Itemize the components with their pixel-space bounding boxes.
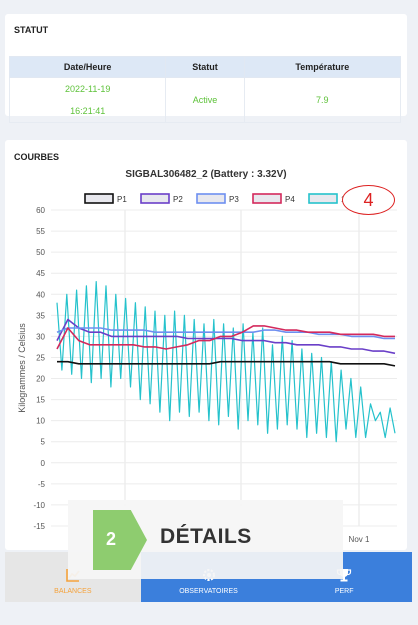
- statut-title: STATUT: [14, 25, 49, 35]
- annotation-badge: 4: [342, 185, 395, 215]
- step-number: 2: [106, 529, 117, 549]
- legend-swatch-p1: [84, 193, 114, 204]
- details-label: DÉTAILS: [160, 525, 252, 548]
- legend-label-p2: P2: [173, 195, 183, 204]
- y-tick-label: 15: [36, 396, 45, 405]
- cell-datetime: 2022-11-19 16:21:41: [8, 77, 167, 123]
- cell-date: 2022-11-19: [65, 84, 111, 94]
- y-tick-label: 40: [36, 290, 45, 299]
- legend-swatch-p2: [140, 193, 170, 204]
- y-tick-label: 55: [36, 227, 45, 236]
- y-tick-label: 45: [36, 269, 45, 278]
- y-tick-label: 20: [36, 375, 45, 384]
- y-tick-label: 50: [36, 248, 45, 257]
- y-tick-label: 60: [36, 206, 45, 215]
- nav-label-balances: BALANCES: [54, 588, 92, 595]
- statut-card: STATUT Date/Heure Statut Température 202…: [5, 14, 407, 123]
- table-header-row: Date/Heure Statut Température: [8, 56, 402, 78]
- y-tick-label: 30: [36, 332, 45, 341]
- statut-table: Date/Heure Statut Température 2022-11-19…: [8, 56, 402, 123]
- y-tick-label: 35: [36, 311, 45, 320]
- series-line-1: [56, 281, 396, 443]
- legend-swatch-p3: [196, 193, 226, 204]
- y-tick-label: 10: [36, 417, 45, 426]
- y-tick-label: 5: [41, 438, 46, 447]
- details-overlay[interactable]: 2 DÉTAILS: [68, 500, 343, 579]
- series-line-p4: [56, 325, 395, 350]
- y-axis-label: Kilogrammes / Celsius: [17, 323, 27, 413]
- legend-swatch-p4: [252, 193, 282, 204]
- cell-time: 16:21:41: [70, 106, 106, 116]
- courbes-title: COURBES: [14, 152, 60, 162]
- legend-label-p4: P4: [285, 195, 295, 204]
- series-line-p2: [56, 318, 396, 355]
- cell-temperature: 7.9: [243, 77, 402, 123]
- header-date: Date/Heure: [8, 56, 167, 78]
- series-line-p1: [57, 360, 396, 367]
- header-status: Statut: [165, 56, 245, 78]
- legend-swatch-1: [308, 193, 338, 204]
- chart-title: SIGBAL306482_2 (Battery : 3.32V): [125, 169, 286, 180]
- y-tick-label: 0: [41, 459, 46, 468]
- nav-label-observatoires: OBSERVATOIRES: [179, 588, 238, 595]
- legend-label-p3: P3: [229, 195, 239, 204]
- courbes-card: COURBES SIGBAL306482_2 (Battery : 3.32V)…: [5, 140, 407, 550]
- cell-status: Active: [165, 77, 245, 123]
- y-tick-label: -10: [33, 501, 45, 510]
- header-temperature: Température: [243, 56, 402, 78]
- legend-label-p1: P1: [117, 195, 127, 204]
- y-tick-label: 25: [36, 353, 45, 362]
- y-tick-label: -5: [38, 480, 46, 489]
- y-tick-label: -15: [33, 522, 45, 531]
- line-chart: SIGBAL306482_2 (Battery : 3.32V) P1 P2 P3 P4…: [17, 169, 397, 544]
- table-row: 2022-11-19 16:21:41 Active 7.9: [8, 77, 402, 123]
- x-tick-label: Nov 1: [349, 535, 370, 544]
- nav-label-perf: PERF: [334, 588, 354, 595]
- step-arrow-icon: 2: [93, 510, 147, 570]
